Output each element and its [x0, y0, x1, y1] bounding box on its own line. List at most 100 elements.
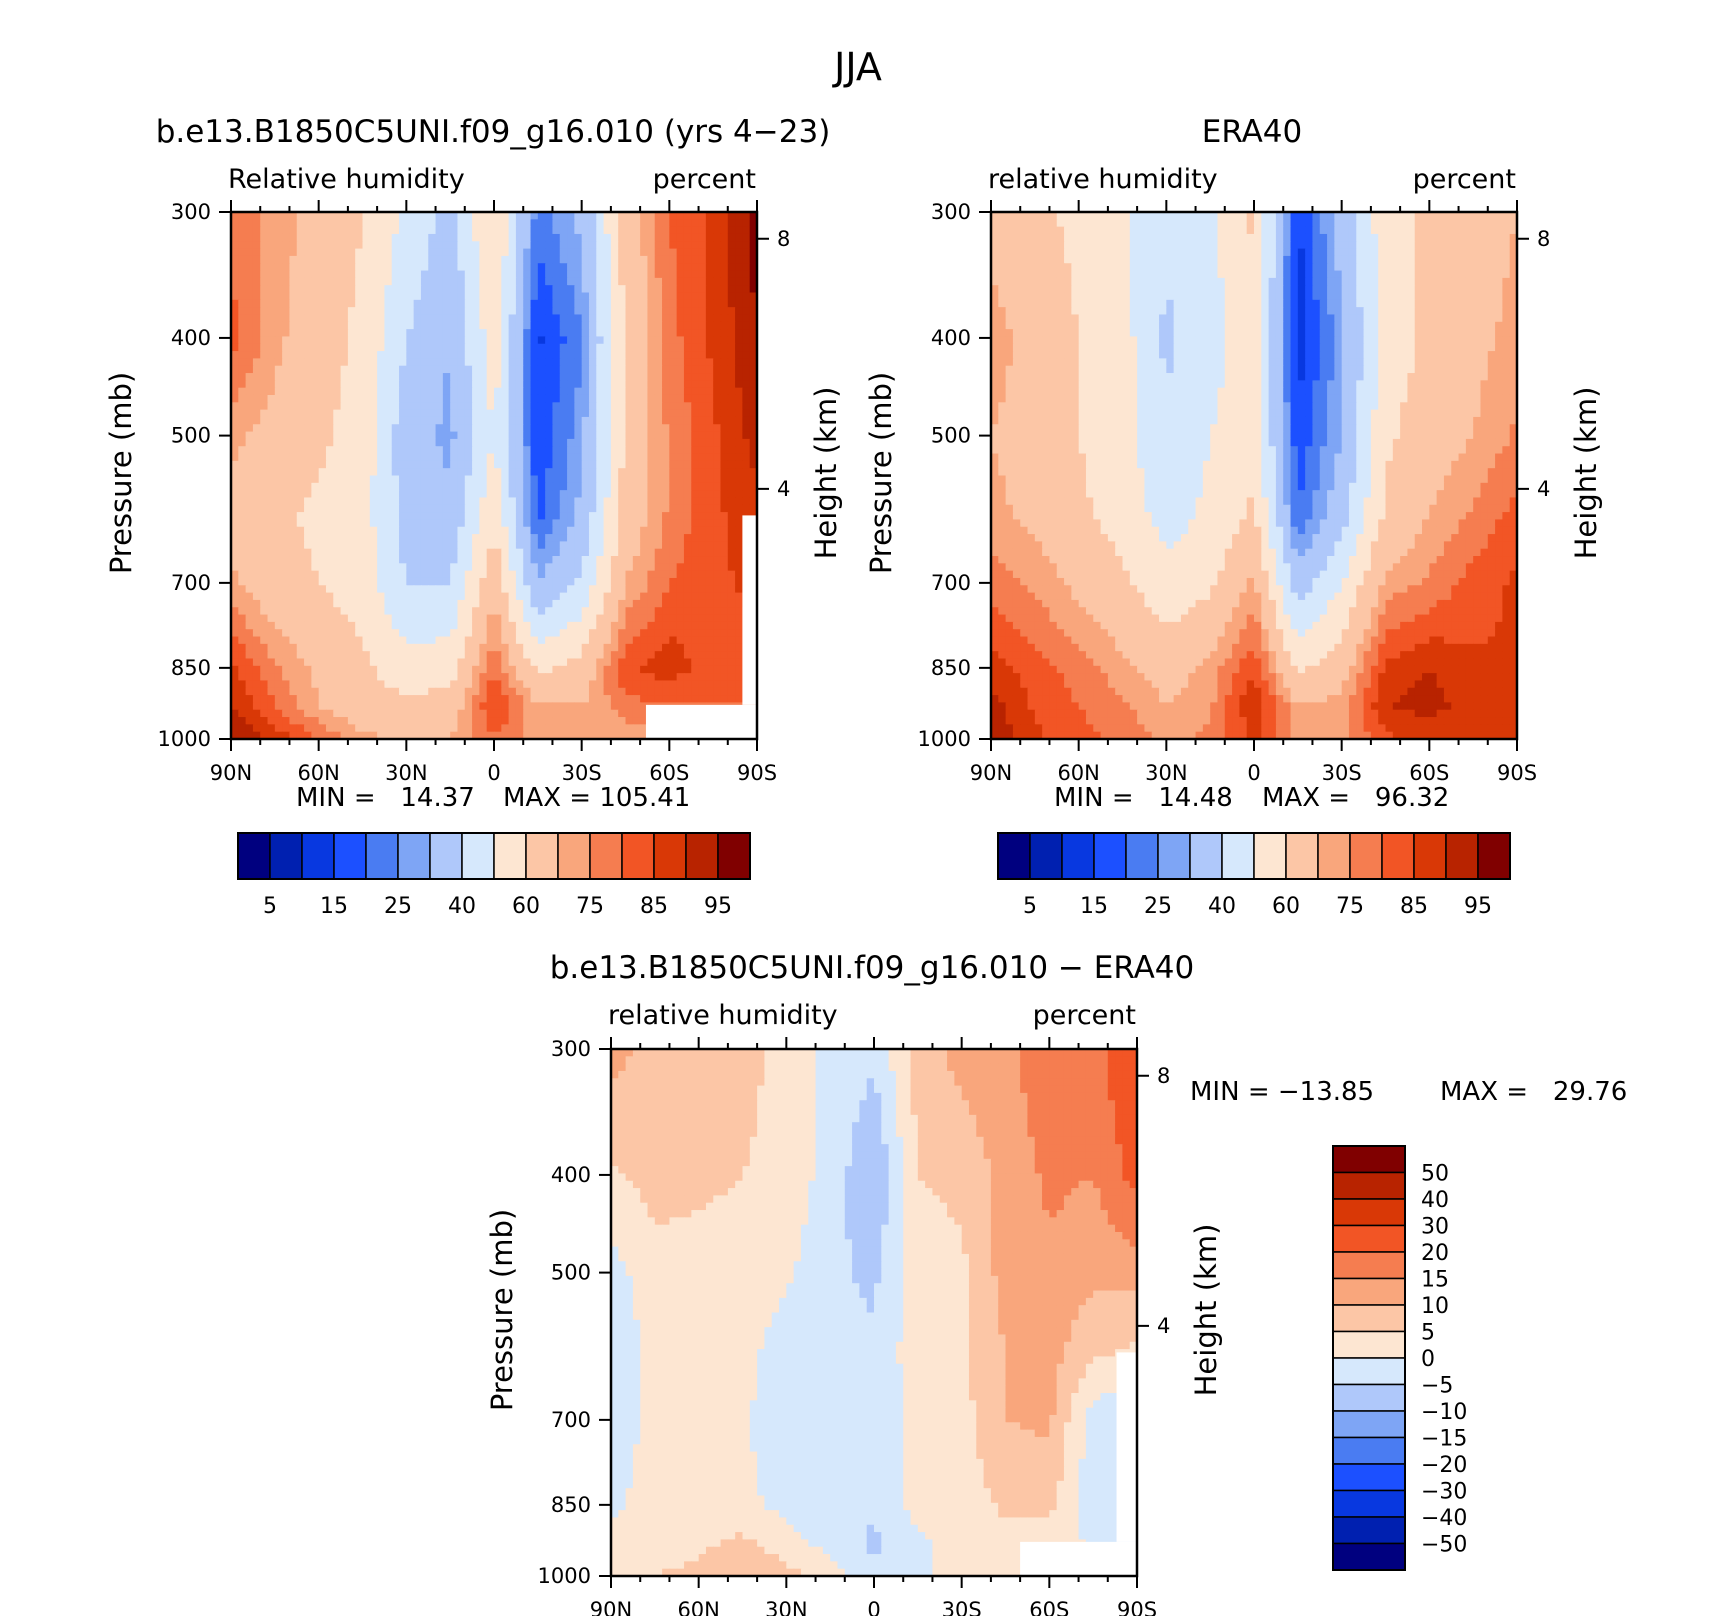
field-cell: [662, 541, 670, 550]
field-cell: [311, 548, 320, 557]
field-cell: [523, 241, 532, 250]
field-cell: [267, 548, 276, 557]
field-cell: [713, 453, 722, 462]
field-cell: [523, 651, 532, 660]
field-cell: [508, 614, 517, 623]
field-cell: [574, 570, 583, 579]
field-cell: [318, 673, 327, 682]
field-cell: [501, 658, 510, 667]
field-cell: [647, 548, 656, 557]
field-cell: [662, 556, 670, 564]
field-cell: [574, 233, 583, 242]
field-cell: [501, 329, 510, 338]
field-cell: [274, 577, 283, 586]
field-cell: [749, 438, 758, 447]
field-cell: [362, 482, 371, 491]
field-cell: [311, 219, 320, 228]
field-cell: [333, 307, 342, 316]
field-cell: [705, 534, 714, 542]
field-cell: [399, 263, 407, 272]
field-cell: [683, 629, 692, 638]
field-cell: [282, 394, 291, 403]
field-cell: [362, 292, 371, 301]
field-cell: [552, 621, 561, 630]
field-cell: [391, 556, 400, 564]
field-cell: [632, 351, 641, 359]
field-cell: [369, 621, 378, 630]
field-cell: [450, 336, 459, 345]
field-cell: [267, 263, 276, 272]
field-cell: [552, 643, 561, 652]
field-cell: [625, 365, 634, 374]
field-cell: [698, 263, 707, 272]
field-cell: [523, 519, 532, 528]
field-cell: [494, 314, 502, 323]
field-cell: [662, 526, 670, 535]
field-cell: [457, 673, 466, 682]
field-cell: [632, 556, 641, 564]
field-cell: [245, 680, 254, 689]
field-cell: [727, 548, 736, 557]
field-cell: [713, 680, 722, 689]
field-cell: [384, 665, 393, 674]
field-cell: [676, 599, 685, 608]
field-cell: [508, 307, 517, 316]
field-cell: [559, 219, 568, 228]
field-cell: [442, 446, 451, 455]
field-cell: [530, 255, 539, 264]
field-cell: [713, 226, 722, 235]
field-cell: [618, 438, 627, 447]
field-cell: [662, 504, 670, 513]
field-cell: [713, 526, 722, 535]
field-cell: [669, 233, 678, 242]
field-cell: [282, 636, 291, 645]
field-cell: [676, 621, 685, 630]
field-cell: [508, 219, 517, 228]
field-cell: [304, 358, 312, 367]
field-cell: [720, 365, 729, 374]
field-cell: [581, 621, 590, 630]
field-cell: [698, 336, 707, 345]
field-cell: [340, 614, 349, 623]
field-cell: [231, 709, 239, 718]
field-cell: [581, 607, 590, 616]
field-cell: [508, 387, 517, 396]
field-cell: [340, 490, 349, 499]
field-cell: [676, 358, 685, 367]
field-cell: [654, 519, 663, 528]
field-cell: [683, 299, 692, 308]
field-cell: [355, 490, 364, 499]
field-cell: [515, 285, 524, 294]
field-cell: [581, 241, 590, 250]
field-cell: [618, 453, 627, 462]
field-cell: [238, 394, 247, 403]
field-cell: [501, 709, 510, 718]
field-cell: [289, 548, 298, 557]
field-cell: [399, 226, 407, 235]
field-cell: [435, 541, 444, 550]
field-cell: [552, 438, 561, 447]
field-cell: [457, 365, 466, 374]
field-cell: [625, 343, 634, 352]
field-cell: [494, 446, 502, 455]
field-cell: [304, 636, 312, 645]
field-cell: [231, 621, 239, 630]
field-cell: [618, 512, 627, 521]
field-cell: [369, 263, 378, 272]
field-cell: [325, 651, 334, 660]
field-cell: [530, 614, 539, 623]
field-cell: [552, 512, 561, 521]
field-cell: [625, 658, 634, 667]
field-cell: [647, 468, 656, 477]
field-cell: [245, 563, 254, 572]
field-cell: [486, 387, 495, 396]
field-cell: [420, 570, 429, 579]
field-cell: [749, 248, 758, 257]
field-cell: [355, 248, 364, 257]
field-cell: [377, 563, 386, 572]
field-cell: [647, 299, 656, 308]
field-cell: [304, 475, 312, 484]
field-cell: [603, 270, 612, 279]
field-cell: [574, 607, 583, 616]
field-cell: [245, 585, 254, 594]
